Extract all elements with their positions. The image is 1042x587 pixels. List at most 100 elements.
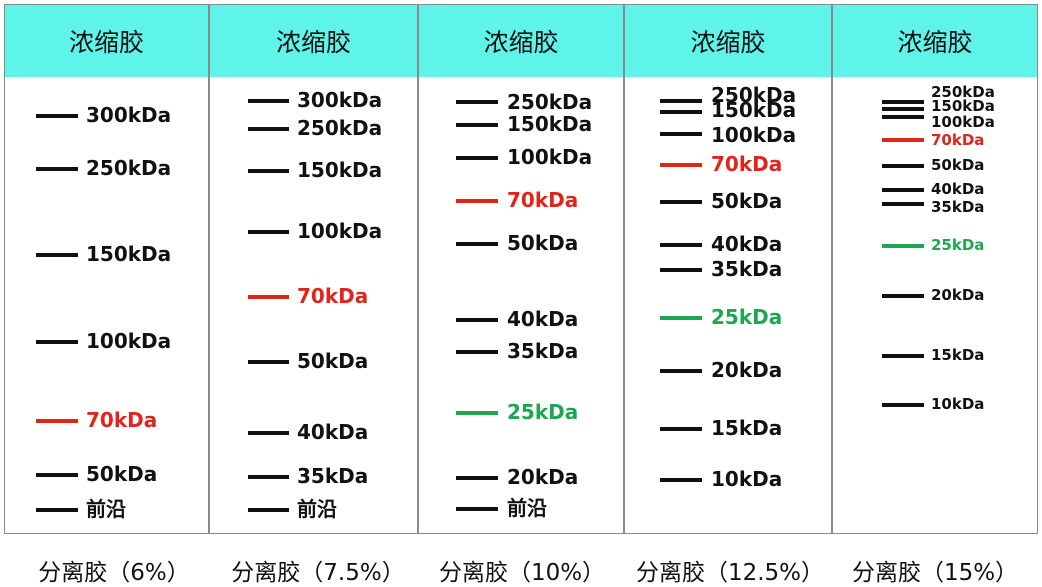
marker-label: 300kDa bbox=[297, 88, 383, 112]
marker-label: 50kDa bbox=[931, 155, 985, 174]
marker-label: 25kDa bbox=[507, 400, 579, 424]
marker-label: 35kDa bbox=[931, 197, 985, 216]
marker-label: 50kDa bbox=[711, 189, 783, 213]
marker-band bbox=[456, 350, 498, 354]
gel-panel: 浓缩胶 250kDa 150kDa 100kDa 70kDa 50kDa 40kDa 35kD… bbox=[624, 4, 832, 534]
marker-label: 250kDa bbox=[507, 90, 593, 114]
gel-panel: 浓缩胶 300kDa 250kDa 150kDa 100kDa 70kDa 50kDa 前沿 bbox=[4, 4, 209, 534]
marker-band bbox=[456, 100, 498, 104]
marker-label: 40kDa bbox=[297, 420, 369, 444]
marker-band bbox=[36, 473, 78, 477]
stacking-gel-header: 浓缩胶 bbox=[833, 5, 1037, 77]
stacking-gel-header: 浓缩胶 bbox=[210, 5, 417, 77]
marker-label: 150kDa bbox=[297, 158, 383, 182]
gel-panel: 浓缩胶 300kDa 250kDa 150kDa 100kDa 70kDa 50kDa 40k… bbox=[209, 4, 418, 534]
marker-band bbox=[36, 340, 78, 344]
marker-band bbox=[882, 354, 924, 358]
marker-band bbox=[882, 115, 924, 119]
marker-label: 100kDa bbox=[711, 123, 797, 147]
marker-label: 70kDa bbox=[507, 188, 579, 212]
marker-band bbox=[248, 169, 289, 173]
separating-gel-caption: 分离胶（10%） bbox=[438, 560, 606, 586]
marker-label: 25kDa bbox=[711, 305, 783, 329]
marker-band bbox=[248, 475, 289, 479]
marker-label: 300kDa bbox=[86, 103, 172, 127]
marker-label: 250kDa bbox=[297, 116, 383, 140]
marker-label: 250kDa bbox=[86, 156, 172, 180]
marker-label: 40kDa bbox=[931, 179, 985, 198]
marker-label: 70kDa bbox=[86, 408, 158, 432]
marker-band bbox=[882, 100, 924, 104]
separating-gel-caption: 分离胶（15%） bbox=[851, 560, 1019, 586]
marker-label: 前沿 bbox=[507, 496, 547, 520]
separating-gel-caption: 分离胶（6%） bbox=[38, 560, 190, 586]
marker-band bbox=[456, 156, 498, 160]
marker-band bbox=[660, 243, 702, 247]
marker-band bbox=[248, 508, 289, 512]
marker-band bbox=[456, 476, 498, 480]
marker-label: 150kDa bbox=[507, 112, 593, 136]
marker-band bbox=[36, 167, 78, 171]
stacking-gel-header: 浓缩胶 bbox=[5, 5, 208, 77]
marker-label: 35kDa bbox=[711, 257, 783, 281]
marker-label: 40kDa bbox=[711, 232, 783, 256]
marker-label: 70kDa bbox=[931, 130, 985, 149]
marker-label: 150kDa bbox=[931, 96, 995, 115]
marker-label: 100kDa bbox=[507, 145, 593, 169]
marker-label: 100kDa bbox=[86, 329, 172, 353]
marker-label: 20kDa bbox=[507, 465, 579, 489]
marker-band bbox=[248, 127, 289, 131]
marker-label: 70kDa bbox=[297, 284, 369, 308]
marker-label: 25kDa bbox=[931, 235, 985, 254]
marker-band bbox=[456, 318, 498, 322]
marker-band bbox=[882, 107, 924, 111]
marker-label: 前沿 bbox=[86, 497, 126, 521]
marker-band bbox=[882, 403, 924, 407]
marker-label: 15kDa bbox=[711, 416, 783, 440]
stacking-gel-header: 浓缩胶 bbox=[625, 5, 831, 77]
marker-label: 250kDa bbox=[931, 82, 995, 101]
marker-band bbox=[456, 199, 498, 203]
marker-band bbox=[660, 478, 702, 482]
marker-band bbox=[660, 163, 702, 167]
marker-band bbox=[456, 123, 498, 127]
marker-band bbox=[660, 110, 702, 114]
gel-panel: 浓缩胶 250kDa 150kDa 100kDa 70kDa 50kDa 40kDa 35kD… bbox=[832, 4, 1038, 534]
marker-label: 50kDa bbox=[86, 462, 158, 486]
marker-band bbox=[248, 431, 289, 435]
marker-band bbox=[36, 253, 78, 257]
marker-label: 前沿 bbox=[297, 497, 337, 521]
marker-band bbox=[456, 411, 498, 415]
marker-label: 50kDa bbox=[507, 231, 579, 255]
marker-label: 10kDa bbox=[931, 394, 985, 413]
marker-band bbox=[36, 508, 78, 512]
marker-label: 100kDa bbox=[931, 112, 995, 131]
marker-band bbox=[882, 202, 924, 206]
gel-panel: 浓缩胶 250kDa 150kDa 100kDa 70kDa 50kDa 40kDa 35kD… bbox=[418, 4, 624, 534]
marker-label: 100kDa bbox=[297, 219, 383, 243]
marker-label: 10kDa bbox=[711, 467, 783, 491]
marker-band bbox=[882, 188, 924, 192]
marker-band bbox=[456, 242, 498, 246]
marker-band bbox=[882, 164, 924, 168]
stacking-gel-header: 浓缩胶 bbox=[419, 5, 623, 77]
marker-band bbox=[660, 427, 702, 431]
marker-band bbox=[660, 200, 702, 204]
marker-band bbox=[882, 294, 924, 298]
marker-label: 250kDa bbox=[711, 83, 797, 107]
separating-gel-caption: 分离胶（7.5%） bbox=[231, 560, 405, 586]
marker-label: 150kDa bbox=[711, 98, 797, 122]
marker-band bbox=[248, 230, 289, 234]
marker-band bbox=[248, 295, 289, 299]
marker-label: 40kDa bbox=[507, 307, 579, 331]
marker-band bbox=[456, 507, 498, 511]
marker-label: 150kDa bbox=[86, 242, 172, 266]
marker-band bbox=[660, 132, 702, 136]
marker-band bbox=[660, 369, 702, 373]
marker-label: 50kDa bbox=[297, 349, 369, 373]
marker-band bbox=[36, 419, 78, 423]
marker-label: 15kDa bbox=[931, 345, 985, 364]
marker-label: 70kDa bbox=[711, 152, 783, 176]
marker-band bbox=[660, 99, 702, 103]
marker-band bbox=[882, 244, 924, 248]
